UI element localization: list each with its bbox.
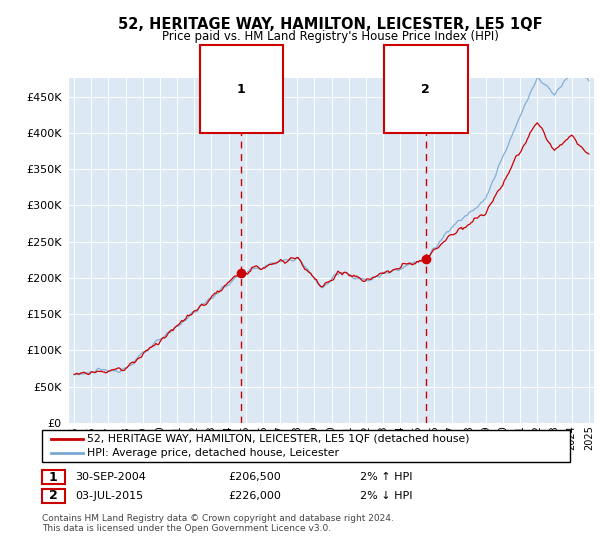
- Text: HPI: Average price, detached house, Leicester: HPI: Average price, detached house, Leic…: [87, 448, 339, 458]
- Text: 2: 2: [49, 489, 58, 502]
- Text: 2: 2: [421, 83, 430, 96]
- Text: £226,000: £226,000: [228, 491, 281, 501]
- Text: 1: 1: [237, 83, 246, 96]
- Text: 1: 1: [49, 470, 58, 484]
- Text: 2% ↑ HPI: 2% ↑ HPI: [360, 472, 413, 482]
- Text: Contains HM Land Registry data © Crown copyright and database right 2024.
This d: Contains HM Land Registry data © Crown c…: [42, 514, 394, 533]
- Text: 2% ↓ HPI: 2% ↓ HPI: [360, 491, 413, 501]
- Text: Price paid vs. HM Land Registry's House Price Index (HPI): Price paid vs. HM Land Registry's House …: [161, 30, 499, 43]
- Text: 30-SEP-2004: 30-SEP-2004: [75, 472, 146, 482]
- Text: £206,500: £206,500: [228, 472, 281, 482]
- Text: 03-JUL-2015: 03-JUL-2015: [75, 491, 143, 501]
- Text: 52, HERITAGE WAY, HAMILTON, LEICESTER, LE5 1QF (detached house): 52, HERITAGE WAY, HAMILTON, LEICESTER, L…: [87, 433, 470, 444]
- Text: 52, HERITAGE WAY, HAMILTON, LEICESTER, LE5 1QF: 52, HERITAGE WAY, HAMILTON, LEICESTER, L…: [118, 17, 542, 32]
